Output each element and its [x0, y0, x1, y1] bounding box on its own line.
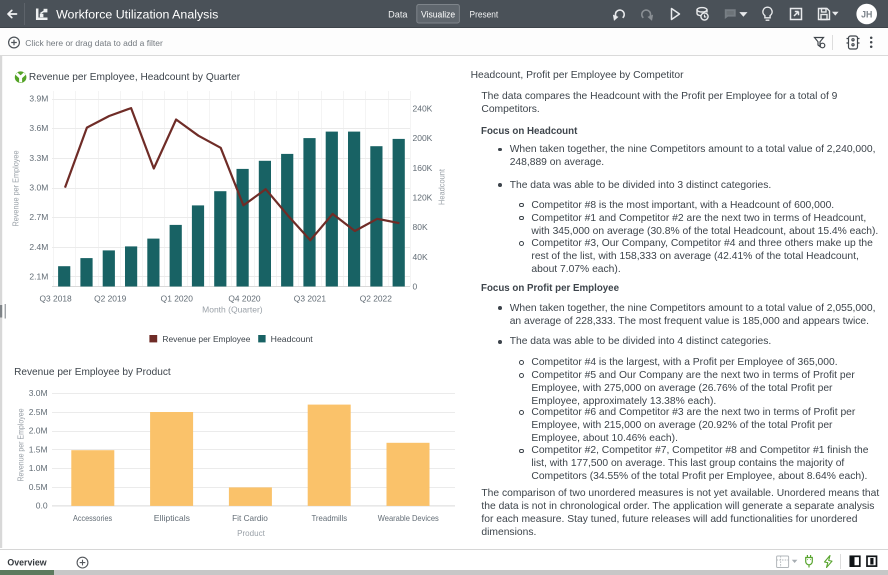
- svg-text:Treadmills: Treadmills: [311, 513, 347, 523]
- svg-text:Headcount: Headcount: [437, 168, 447, 205]
- svg-text:Q3 2018: Q3 2018: [40, 294, 73, 304]
- svg-text:Fit Cardio: Fit Cardio: [232, 513, 268, 523]
- svg-text:Revenue per Employee, Headcoun: Revenue per Employee, Headcount by Quart…: [29, 72, 241, 83]
- svg-text:Month (Quarter): Month (Quarter): [202, 305, 263, 315]
- svg-text:2.1M: 2.1M: [29, 272, 48, 282]
- svg-text:200K: 200K: [413, 133, 433, 143]
- svg-text:Workforce Utilization Analysis: Workforce Utilization Analysis: [56, 8, 218, 22]
- svg-text:Q1 2020: Q1 2020: [161, 294, 194, 304]
- svg-text:2.7M: 2.7M: [29, 212, 48, 222]
- svg-text:Revenue per Employee by Produc: Revenue per Employee by Product: [14, 367, 171, 378]
- svg-text:Product: Product: [237, 528, 265, 538]
- svg-text:Revenue per Employee: Revenue per Employee: [11, 150, 21, 226]
- svg-text:JH: JH: [861, 10, 872, 20]
- svg-text:Q2 2022: Q2 2022: [360, 294, 393, 304]
- svg-text:Q2 2019: Q2 2019: [94, 294, 127, 304]
- svg-text:80K: 80K: [413, 222, 428, 232]
- svg-text:2.0M: 2.0M: [29, 426, 48, 436]
- svg-text:3.6M: 3.6M: [29, 123, 48, 133]
- svg-text:Visualize: Visualize: [421, 9, 455, 19]
- svg-text:3.0M: 3.0M: [29, 388, 48, 398]
- svg-text:Wearable Devices: Wearable Devices: [378, 513, 439, 523]
- svg-text:40K: 40K: [413, 252, 428, 262]
- svg-text:160K: 160K: [413, 163, 433, 173]
- svg-text:3.9M: 3.9M: [29, 94, 48, 104]
- svg-text:Revenue per Employee: Revenue per Employee: [162, 334, 250, 344]
- svg-text:Q3 2021: Q3 2021: [294, 294, 327, 304]
- svg-text:2.4M: 2.4M: [29, 242, 48, 252]
- svg-text:Data: Data: [388, 9, 407, 19]
- svg-text:0.5M: 0.5M: [29, 482, 48, 492]
- svg-text:Overview: Overview: [7, 558, 46, 568]
- svg-text:120K: 120K: [413, 193, 433, 203]
- svg-text:3.3M: 3.3M: [29, 153, 48, 163]
- svg-text:0: 0: [413, 282, 418, 292]
- svg-text:Present: Present: [470, 9, 499, 19]
- svg-text:Ellipticals: Ellipticals: [154, 513, 190, 523]
- svg-text:1.5M: 1.5M: [29, 444, 48, 454]
- svg-text:Revenue per Employee: Revenue per Employee: [16, 408, 26, 481]
- svg-text:3.0M: 3.0M: [29, 183, 48, 193]
- svg-text:2.5M: 2.5M: [29, 407, 48, 417]
- svg-text:0.0: 0.0: [36, 501, 48, 511]
- svg-text:Q4 2020: Q4 2020: [228, 294, 261, 304]
- svg-text:Headcount: Headcount: [271, 334, 314, 344]
- svg-text:Accessories: Accessories: [73, 513, 112, 523]
- svg-text:1.0M: 1.0M: [29, 463, 48, 473]
- svg-text:240K: 240K: [413, 104, 433, 114]
- svg-text:Click here or drag data to add: Click here or drag data to add a filter: [25, 37, 163, 47]
